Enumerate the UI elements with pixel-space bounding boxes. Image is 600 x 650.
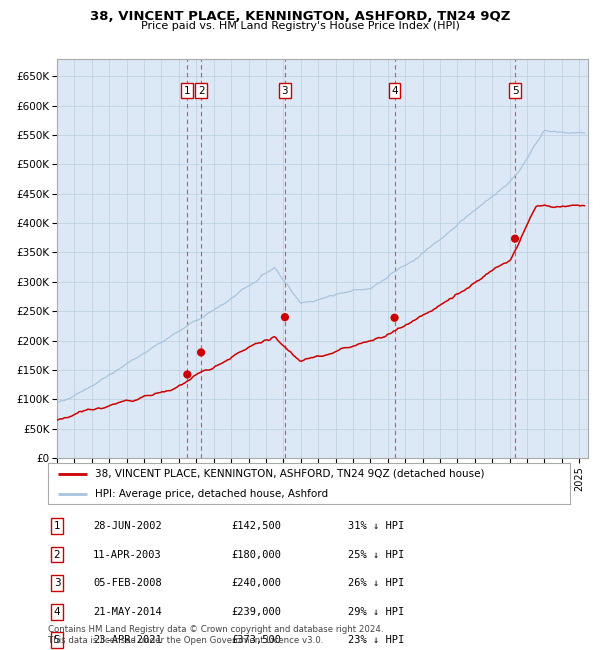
Text: 5: 5 <box>53 636 61 645</box>
Text: 25% ↓ HPI: 25% ↓ HPI <box>348 550 404 560</box>
Text: 28-JUN-2002: 28-JUN-2002 <box>93 521 162 531</box>
Text: £180,000: £180,000 <box>231 550 281 560</box>
Point <box>196 347 206 358</box>
Text: 05-FEB-2008: 05-FEB-2008 <box>93 578 162 588</box>
Text: Contains HM Land Registry data © Crown copyright and database right 2024.
This d: Contains HM Land Registry data © Crown c… <box>48 625 383 645</box>
Text: 5: 5 <box>512 86 518 96</box>
Text: 23% ↓ HPI: 23% ↓ HPI <box>348 636 404 645</box>
Text: 2: 2 <box>53 550 61 560</box>
Text: Price paid vs. HM Land Registry's House Price Index (HPI): Price paid vs. HM Land Registry's House … <box>140 21 460 31</box>
Text: £142,500: £142,500 <box>231 521 281 531</box>
Text: 1: 1 <box>53 521 61 531</box>
Point <box>182 369 192 380</box>
Text: 21-MAY-2014: 21-MAY-2014 <box>93 607 162 617</box>
Point <box>390 313 400 323</box>
Text: 1: 1 <box>184 86 191 96</box>
Text: 2: 2 <box>198 86 205 96</box>
Text: 4: 4 <box>391 86 398 96</box>
Point <box>280 312 290 322</box>
Text: 3: 3 <box>53 578 61 588</box>
Text: 26% ↓ HPI: 26% ↓ HPI <box>348 578 404 588</box>
Text: 38, VINCENT PLACE, KENNINGTON, ASHFORD, TN24 9QZ: 38, VINCENT PLACE, KENNINGTON, ASHFORD, … <box>90 10 510 23</box>
Text: 29% ↓ HPI: 29% ↓ HPI <box>348 607 404 617</box>
Text: 4: 4 <box>53 607 61 617</box>
Text: 31% ↓ HPI: 31% ↓ HPI <box>348 521 404 531</box>
Text: £373,500: £373,500 <box>231 636 281 645</box>
Text: 11-APR-2003: 11-APR-2003 <box>93 550 162 560</box>
Text: 38, VINCENT PLACE, KENNINGTON, ASHFORD, TN24 9QZ (detached house): 38, VINCENT PLACE, KENNINGTON, ASHFORD, … <box>95 469 484 478</box>
Text: 3: 3 <box>281 86 288 96</box>
Text: HPI: Average price, detached house, Ashford: HPI: Average price, detached house, Ashf… <box>95 489 328 499</box>
Text: £239,000: £239,000 <box>231 607 281 617</box>
Text: 23-APR-2021: 23-APR-2021 <box>93 636 162 645</box>
Point <box>510 233 520 244</box>
Text: £240,000: £240,000 <box>231 578 281 588</box>
